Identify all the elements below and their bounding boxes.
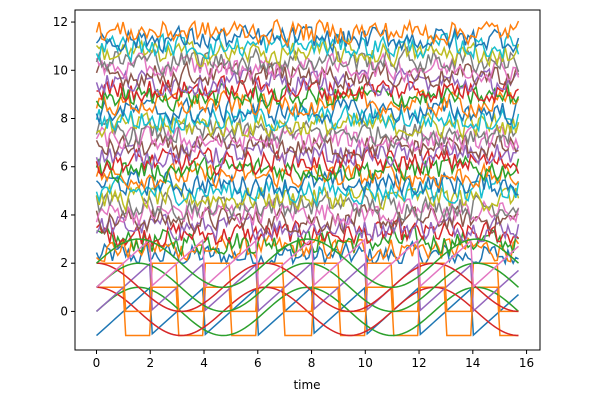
y-axis: 0 2 4 6 8 10 12 — [53, 15, 75, 318]
series-layer — [95, 18, 520, 337]
sawtooth-series-line — [95, 261, 520, 313]
x-tick-label: 0 — [93, 356, 101, 370]
noisy-series-line — [95, 167, 519, 201]
x-tick-label: 10 — [358, 356, 373, 370]
x-tick-label: 2 — [146, 356, 154, 370]
sine-series-line — [96, 262, 519, 313]
sawtooth-series-line — [95, 237, 520, 289]
cosine-series-line — [96, 262, 519, 313]
square-series-line — [96, 286, 519, 337]
y-tick-label: 2 — [60, 256, 68, 270]
noisy-series-line — [95, 45, 520, 78]
noisy-series-line — [95, 182, 520, 214]
y-tick-label: 12 — [53, 15, 68, 29]
y-tick-label: 8 — [60, 112, 68, 126]
x-tick-label: 16 — [519, 356, 534, 370]
noisy-series-line — [95, 138, 520, 171]
noisy-series-line — [95, 37, 520, 69]
noisy-series-line — [96, 232, 520, 263]
x-tick-label: 8 — [308, 356, 316, 370]
y-tick-label: 10 — [53, 63, 68, 77]
noisy-series-line — [95, 240, 519, 266]
noisy-series-line — [95, 59, 520, 91]
square-series-line — [96, 262, 519, 313]
x-axis-label: time — [293, 378, 320, 392]
y-tick-label: 4 — [60, 208, 68, 222]
y-tick-label: 0 — [60, 304, 68, 318]
noisy-series-line — [95, 219, 519, 249]
x-tick-label: 12 — [411, 356, 426, 370]
x-axis: 0 2 4 6 8 10 12 14 16 — [93, 350, 534, 370]
noisy-series-line — [95, 116, 520, 149]
y-tick-label: 6 — [60, 160, 68, 174]
noisy-series-line — [95, 174, 520, 208]
noisy-series-line — [96, 111, 520, 142]
noisy-series-line — [95, 18, 520, 48]
x-tick-label: 6 — [254, 356, 262, 370]
x-tick-label: 14 — [465, 356, 480, 370]
noisy-series-line — [95, 146, 520, 178]
x-tick-label: 4 — [200, 356, 208, 370]
noisy-series-line — [95, 65, 520, 98]
sine-series-line — [95, 238, 520, 289]
noisy-series-line — [95, 51, 520, 84]
plot-frame — [74, 9, 541, 351]
sawtooth-series-line — [95, 285, 520, 337]
noisy-series-line — [95, 124, 520, 153]
noisy-series-line — [95, 80, 520, 113]
